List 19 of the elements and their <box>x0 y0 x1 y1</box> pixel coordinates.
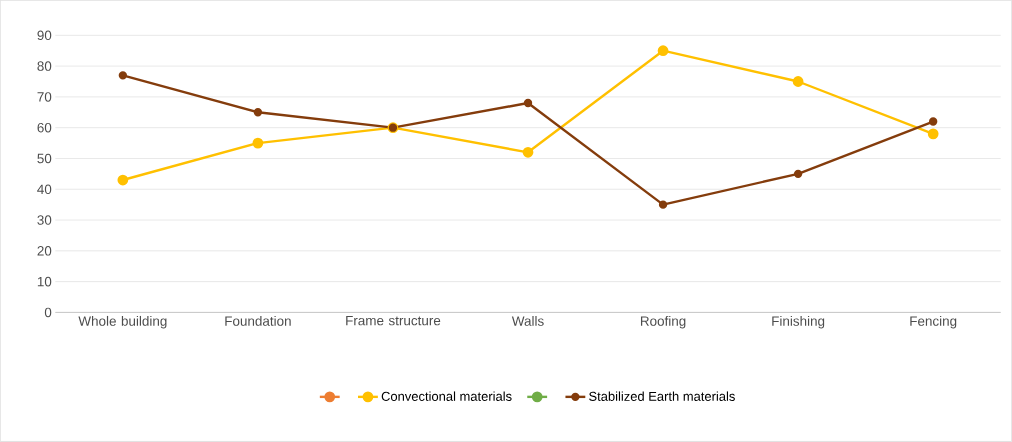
x-tick-label: Roofing <box>640 316 686 329</box>
x-tick-label: Whole building <box>78 316 167 329</box>
y-tick-label: 0 <box>44 307 52 318</box>
y-tick-label: 30 <box>37 215 52 225</box>
x-tick-label: Finishing <box>772 316 825 329</box>
x-tick-label: Walls <box>511 316 544 326</box>
y-tick-label: 80 <box>37 61 52 71</box>
x-tick-label: Frame structure <box>346 316 441 326</box>
y-tick-label: 10 <box>37 276 52 287</box>
legend-label: Stabilized Earth materials <box>589 391 735 402</box>
legend-label: Convectional materials <box>381 391 512 402</box>
y-tick-label: 90 <box>37 30 52 41</box>
x-tick-label: Fencing <box>910 316 957 329</box>
x-tick-label: Foundation <box>225 316 291 326</box>
y-tick-label: 60 <box>37 123 52 133</box>
y-tick-label: 70 <box>37 92 52 102</box>
y-tick-label: 40 <box>37 184 52 195</box>
y-tick-label: 50 <box>37 153 52 164</box>
y-tick-label: 20 <box>37 246 52 256</box>
